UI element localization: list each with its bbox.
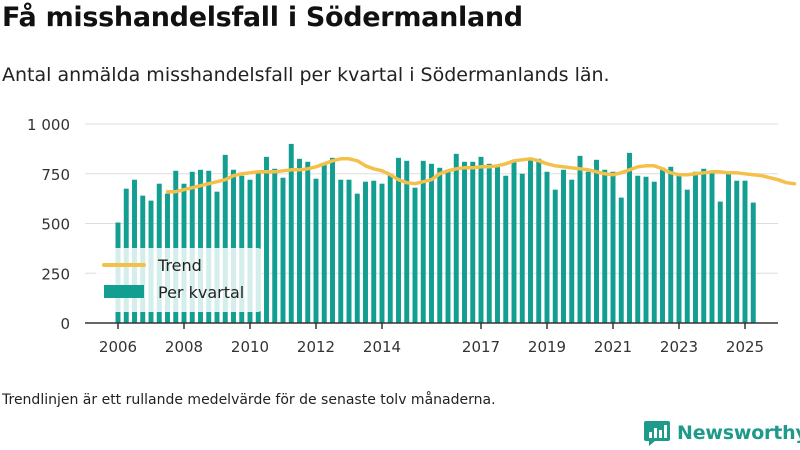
x-axis: 2006 2008 2010 2012 2014 2017 2019 2021 2023 2025 bbox=[85, 322, 778, 356]
x-tick-label: 2019 bbox=[528, 338, 566, 356]
y-tick-label: 750 bbox=[41, 166, 70, 184]
bar bbox=[618, 197, 624, 323]
bar bbox=[231, 169, 236, 323]
bar bbox=[503, 175, 509, 323]
bar bbox=[313, 178, 319, 323]
bar bbox=[561, 169, 566, 323]
newsworthy-logo-icon bbox=[644, 421, 670, 446]
bar bbox=[305, 161, 311, 323]
bar bbox=[470, 161, 476, 323]
bar bbox=[462, 161, 467, 323]
bar bbox=[495, 165, 500, 323]
bar bbox=[519, 173, 525, 323]
bar bbox=[594, 159, 599, 323]
legend-trend-label: Trend bbox=[157, 256, 202, 275]
bar bbox=[627, 152, 632, 323]
bar bbox=[709, 170, 715, 323]
bar bbox=[396, 157, 401, 323]
brand-logo[interactable]: Newsworthy bbox=[643, 419, 800, 447]
bar bbox=[445, 171, 451, 323]
legend-bar-label: Per kvartal bbox=[158, 283, 244, 302]
y-tick-label: 500 bbox=[41, 216, 70, 234]
bar bbox=[643, 176, 649, 323]
bar bbox=[684, 189, 690, 323]
bar bbox=[610, 171, 616, 323]
bar bbox=[264, 156, 269, 323]
bar bbox=[404, 160, 410, 323]
bar bbox=[486, 163, 492, 323]
bar bbox=[189, 171, 195, 323]
brand-name: Newsworthy bbox=[677, 422, 800, 444]
x-tick-label: 2025 bbox=[726, 338, 764, 356]
chart-subtitle: Antal anmälda misshandelsfall per kvarta… bbox=[2, 64, 610, 86]
bar bbox=[726, 172, 731, 323]
bar bbox=[437, 167, 443, 323]
y-tick-label: 250 bbox=[41, 265, 70, 283]
bar bbox=[371, 180, 377, 323]
x-tick-label: 2021 bbox=[594, 338, 632, 356]
bar bbox=[478, 156, 484, 323]
bar bbox=[544, 171, 550, 323]
x-tick-label: 2023 bbox=[660, 338, 698, 356]
bar bbox=[552, 189, 558, 323]
bar bbox=[651, 181, 657, 323]
x-tick-label: 2008 bbox=[165, 338, 203, 356]
bar bbox=[734, 180, 740, 323]
bar bbox=[206, 170, 212, 323]
bar bbox=[363, 181, 368, 323]
y-tick-label: 1 000 bbox=[27, 116, 70, 134]
chart: 0 250 500 750 1 000 2006 2008 2010 2012 2014 2017… bbox=[27, 116, 797, 356]
bar bbox=[412, 187, 418, 323]
x-tick-label: 2014 bbox=[363, 338, 401, 356]
bar bbox=[321, 163, 327, 323]
x-tick-label: 2017 bbox=[462, 338, 500, 356]
legend-bar-swatch bbox=[104, 285, 144, 298]
x-tick-label: 2010 bbox=[231, 338, 269, 356]
legend: Trend Per kvartal bbox=[96, 248, 262, 312]
bar bbox=[338, 179, 344, 323]
footnote: Trendlinjen är ett rullande medelvärde f… bbox=[2, 392, 496, 408]
bar bbox=[511, 161, 517, 323]
bar bbox=[536, 158, 542, 323]
bar bbox=[528, 157, 533, 323]
bar bbox=[750, 202, 756, 323]
bar bbox=[379, 183, 385, 323]
bar bbox=[222, 154, 228, 323]
bar bbox=[429, 163, 434, 323]
bar bbox=[453, 153, 459, 323]
bar bbox=[660, 167, 665, 323]
bar bbox=[387, 173, 393, 323]
bar bbox=[354, 193, 360, 323]
bar bbox=[585, 171, 591, 323]
bar bbox=[420, 160, 426, 323]
bar bbox=[288, 143, 294, 323]
bar bbox=[173, 170, 179, 323]
bar bbox=[602, 169, 608, 323]
bar bbox=[676, 173, 682, 323]
bar bbox=[635, 175, 641, 323]
bar bbox=[330, 157, 335, 323]
bar bbox=[742, 180, 748, 323]
bar bbox=[577, 155, 583, 323]
bar bbox=[297, 158, 302, 323]
bar bbox=[717, 201, 723, 323]
bar bbox=[668, 166, 674, 323]
bar bbox=[701, 168, 707, 323]
bar bbox=[272, 168, 278, 323]
bar bbox=[280, 177, 286, 323]
bar bbox=[255, 171, 261, 323]
trend-series bbox=[165, 157, 797, 194]
trend-line bbox=[165, 157, 797, 194]
bar bbox=[346, 179, 352, 323]
x-tick-label: 2012 bbox=[297, 338, 335, 356]
x-tick-label: 2006 bbox=[99, 338, 137, 356]
bar bbox=[198, 169, 203, 323]
y-tick-label: 0 bbox=[60, 315, 70, 333]
chart-title: Få misshandelsfall i Södermanland bbox=[2, 2, 523, 33]
y-axis-labels: 0 250 500 750 1 000 bbox=[27, 116, 70, 333]
bar bbox=[569, 179, 575, 323]
bar bbox=[693, 171, 698, 323]
